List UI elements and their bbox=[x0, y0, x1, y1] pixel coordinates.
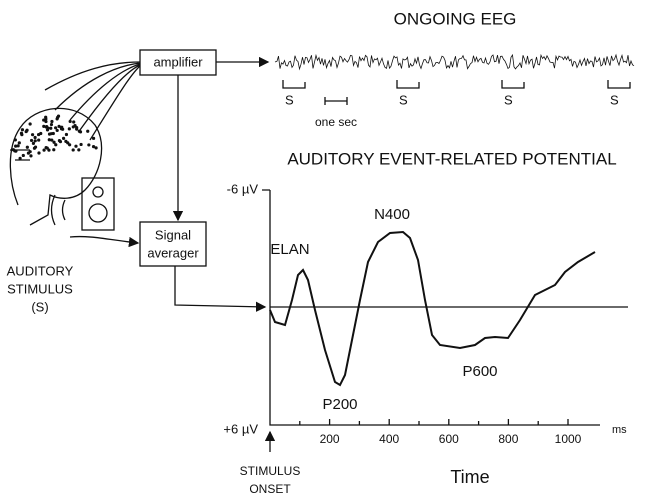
arrow bbox=[175, 266, 265, 307]
axes bbox=[262, 190, 628, 425]
stimulus-marker bbox=[397, 80, 419, 88]
peak-label: N400 bbox=[374, 206, 410, 223]
electrode bbox=[37, 138, 40, 141]
electrode bbox=[21, 128, 24, 131]
onset-label: ONSET bbox=[249, 482, 291, 496]
electrode bbox=[14, 138, 17, 141]
electrode bbox=[68, 127, 71, 130]
amplifier-label: amplifier bbox=[153, 54, 203, 69]
electrode bbox=[52, 141, 55, 144]
electrode bbox=[42, 149, 45, 152]
x-tick-label: 200 bbox=[320, 432, 340, 446]
eeg-title: ONGOING EEG bbox=[394, 9, 517, 28]
electrode bbox=[72, 120, 75, 123]
electrode bbox=[32, 142, 35, 145]
electrode bbox=[47, 148, 50, 151]
marker-label: S bbox=[504, 92, 513, 107]
electrode bbox=[29, 150, 32, 153]
electrode bbox=[50, 132, 53, 135]
electrode bbox=[58, 139, 61, 142]
electrode bbox=[75, 128, 78, 131]
diagram: ONGOING EEG AUDITORY STIMULUS (S) amplif… bbox=[0, 0, 652, 501]
electrode bbox=[29, 154, 32, 157]
electrode bbox=[65, 133, 68, 136]
electrode bbox=[72, 148, 75, 151]
electrode bbox=[18, 141, 21, 144]
electrode bbox=[48, 138, 51, 141]
stimulus-label: STIMULUS bbox=[7, 281, 73, 296]
electrode bbox=[37, 133, 40, 136]
electrode bbox=[22, 154, 25, 157]
stimulus-label: (S) bbox=[31, 299, 48, 314]
electrode bbox=[25, 130, 28, 133]
onset-label: STIMULUS bbox=[240, 464, 301, 478]
peak-label: P200 bbox=[322, 396, 357, 413]
electrode bbox=[26, 146, 29, 149]
marker-label: S bbox=[610, 92, 619, 107]
stimulus-marker bbox=[283, 80, 305, 88]
averager-label: averager bbox=[147, 245, 199, 260]
electrode bbox=[52, 148, 55, 151]
y-top: -6 µV bbox=[227, 181, 259, 196]
electrode bbox=[60, 126, 63, 129]
x-tick-label: 600 bbox=[439, 432, 459, 446]
electrode bbox=[77, 148, 80, 151]
electrode bbox=[44, 116, 47, 119]
peak-label: ELAN bbox=[270, 241, 309, 258]
one-sec: one sec bbox=[315, 115, 357, 129]
head bbox=[10, 62, 140, 225]
electrode bbox=[57, 114, 60, 117]
peak-label: P600 bbox=[462, 363, 497, 380]
electrode bbox=[54, 126, 57, 129]
eeg-trace bbox=[275, 55, 634, 69]
scale-bar bbox=[325, 97, 347, 105]
electrode bbox=[19, 157, 22, 160]
electrode bbox=[31, 133, 34, 136]
electrode bbox=[62, 137, 65, 140]
electrode bbox=[44, 120, 47, 123]
electrode bbox=[14, 150, 17, 153]
electrode bbox=[50, 120, 53, 123]
x-tick-label: 1000 bbox=[555, 432, 582, 446]
erp-title: AUDITORY EVENT-RELATED POTENTIAL bbox=[287, 149, 616, 168]
electrode bbox=[46, 128, 49, 131]
stimulus-arrow bbox=[70, 237, 138, 243]
electrode bbox=[87, 143, 90, 146]
stimulus-label: AUDITORY bbox=[7, 263, 74, 278]
electrode bbox=[49, 127, 52, 130]
speaker bbox=[52, 178, 115, 230]
electrode bbox=[37, 151, 40, 154]
electrode bbox=[50, 123, 53, 126]
x-unit: ms bbox=[612, 424, 627, 436]
electrode bbox=[29, 122, 32, 125]
marker-label: S bbox=[285, 92, 294, 107]
averager-label: Signal bbox=[155, 227, 191, 242]
stimulus-marker bbox=[502, 80, 524, 88]
electrode bbox=[79, 143, 82, 146]
electrode bbox=[14, 145, 17, 148]
electrode bbox=[34, 146, 37, 149]
electrode bbox=[34, 136, 37, 139]
erp-curve bbox=[270, 232, 595, 385]
stimulus-marker bbox=[608, 80, 630, 88]
electrode bbox=[34, 139, 37, 142]
electrode bbox=[66, 141, 69, 144]
x-label: Time bbox=[450, 467, 489, 487]
x-tick-label: 800 bbox=[498, 432, 518, 446]
electrode bbox=[20, 133, 23, 136]
electrode bbox=[74, 145, 77, 148]
electrode bbox=[30, 139, 33, 142]
electrode bbox=[69, 120, 72, 123]
electrode bbox=[86, 130, 89, 133]
x-tick-label: 400 bbox=[379, 432, 399, 446]
y-bottom: +6 µV bbox=[223, 421, 258, 436]
marker-label: S bbox=[399, 92, 408, 107]
electrode bbox=[92, 145, 95, 148]
